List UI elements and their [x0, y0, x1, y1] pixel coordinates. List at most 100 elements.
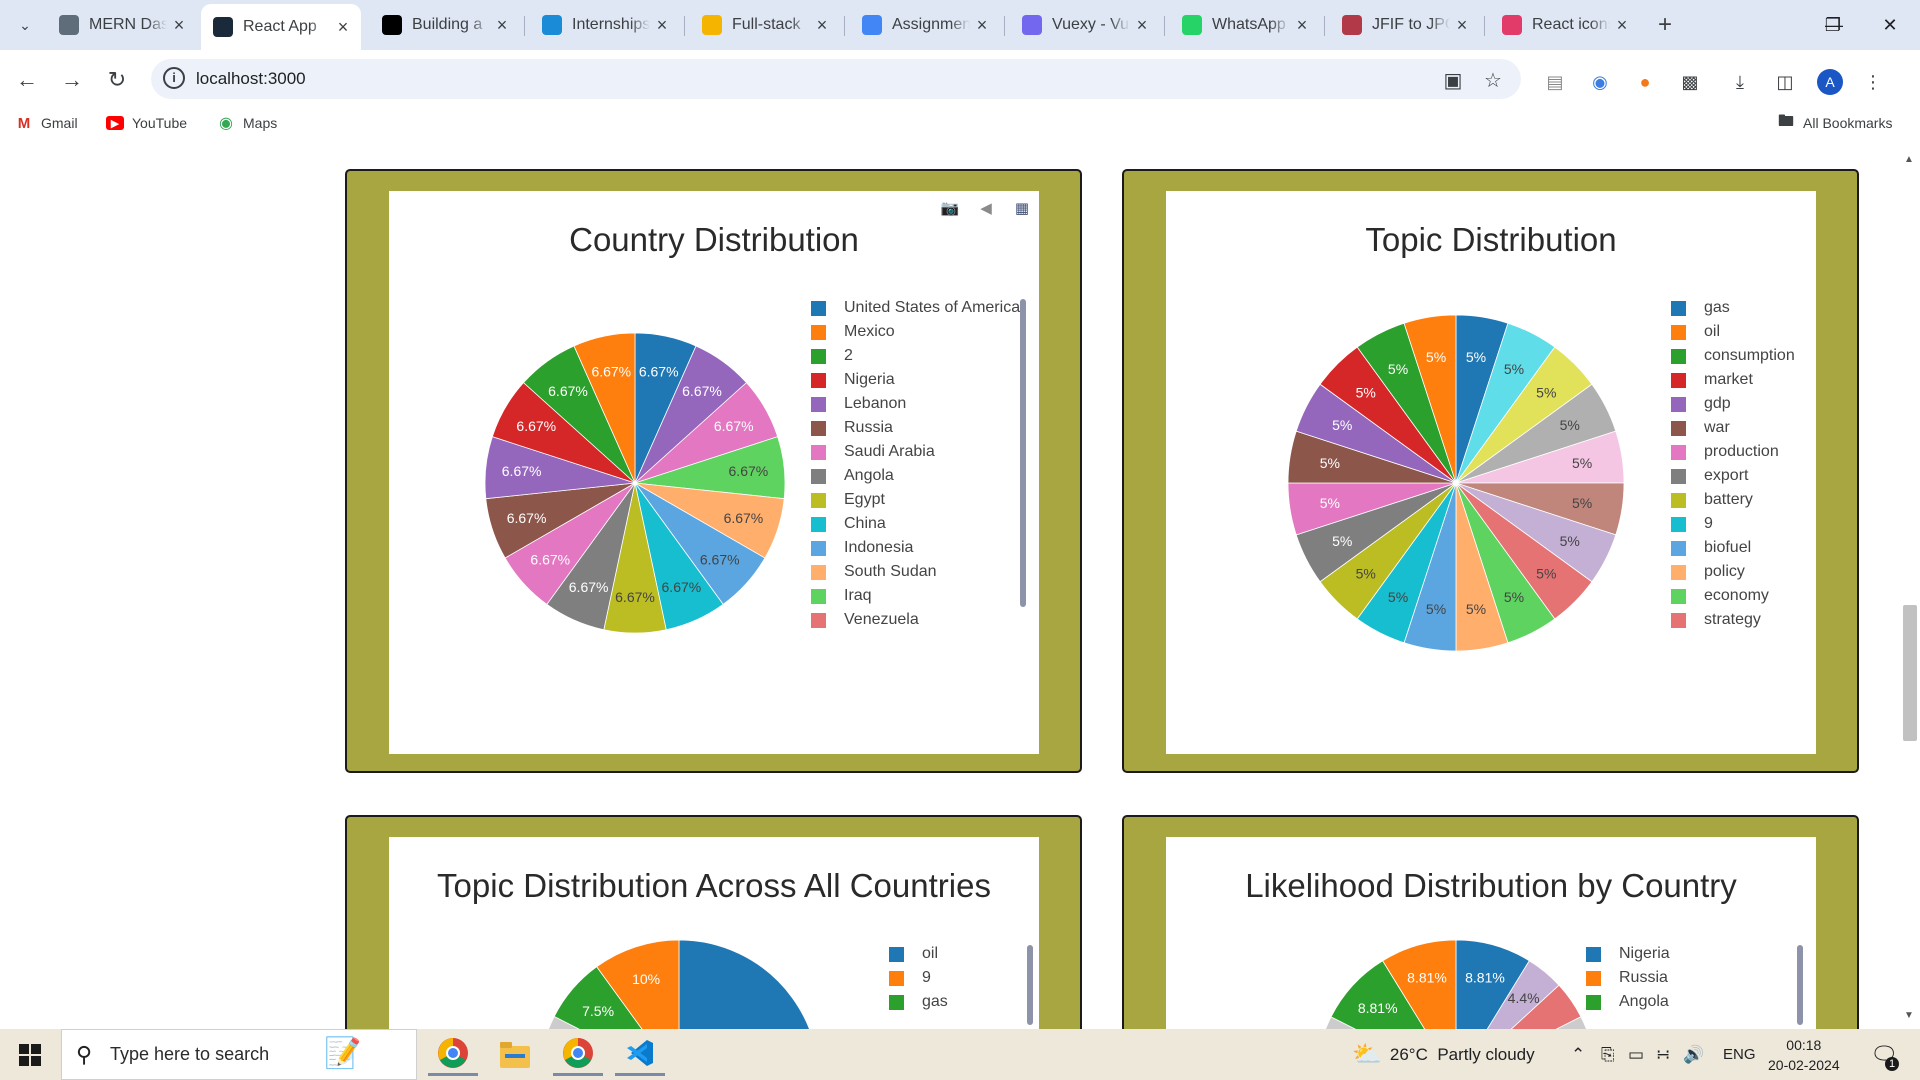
legend-item[interactable]: Indonesia [811, 536, 913, 560]
page-scrollbar[interactable]: ▲ ▼ [1900, 142, 1920, 1029]
legend-item[interactable]: Mexico [811, 320, 895, 344]
new-tab-button[interactable]: + [1650, 10, 1680, 40]
battery-icon[interactable]: ▭ [1628, 1044, 1645, 1064]
tab-whatsapp[interactable]: WhatsApp × [1170, 6, 1320, 44]
legend-item[interactable]: strategy [1671, 608, 1761, 632]
extension-blue-icon[interactable]: ◉ [1592, 71, 1608, 92]
legend-scrollbar[interactable] [1797, 945, 1803, 1025]
tab-close-icon[interactable]: × [1296, 14, 1308, 35]
scrollbar-thumb[interactable] [1903, 605, 1917, 741]
legend-item[interactable]: United States of America [811, 296, 1020, 320]
legend-item[interactable]: China [811, 512, 886, 536]
scroll-down-arrow-icon[interactable]: ▼ [1904, 1010, 1914, 1021]
minimize-button[interactable]: — [1814, 8, 1854, 42]
tab-mern-dashboard[interactable]: MERN Dashboard × [47, 6, 197, 44]
extensions-puzzle-icon[interactable]: ▩ [1681, 71, 1699, 92]
weather-widget[interactable]: ⛅ 26°C Partly cloudy [1352, 1029, 1535, 1080]
legend-scrollbar[interactable] [1020, 299, 1026, 607]
legend-item[interactable]: market [1671, 368, 1753, 392]
taskbar-file-explorer[interactable] [490, 1033, 540, 1076]
bookmark-maps[interactable]: ◉ Maps [217, 115, 277, 132]
taskbar-search-box[interactable]: ⚲ Type here to search 📝 [61, 1029, 417, 1080]
side-panel-icon[interactable]: ◫ [1776, 71, 1794, 92]
legend-item[interactable]: gas [889, 990, 948, 1014]
forward-button[interactable]: → [57, 65, 87, 95]
legend-item[interactable]: oil [889, 942, 938, 966]
tab-react-app[interactable]: React App × [201, 4, 361, 50]
plotly-logo-icon[interactable]: ▦ [1014, 200, 1030, 217]
more-menu-icon[interactable]: ⋮ [1864, 71, 1882, 92]
legend-item[interactable]: Angola [811, 464, 894, 488]
tag-icon[interactable]: ◀ [980, 200, 992, 217]
tab-internships[interactable]: Internships × [530, 6, 680, 44]
back-button[interactable]: ← [12, 65, 42, 95]
legend-item[interactable]: 2 [811, 344, 853, 368]
tab-vuexy-vu[interactable]: Vuexy - Vu × [1010, 6, 1160, 44]
legend-item[interactable]: South Sudan [811, 560, 937, 584]
legend-item[interactable]: Russia [1586, 966, 1668, 990]
install-app-icon[interactable]: ▣ [1443, 69, 1463, 92]
tab-close-icon[interactable]: × [816, 14, 828, 35]
tab-close-icon[interactable]: × [337, 16, 349, 37]
extension-doc-icon[interactable]: ▤ [1546, 71, 1564, 92]
legend-item[interactable]: gas [1671, 296, 1730, 320]
bookmark-gmail[interactable]: M Gmail [15, 115, 78, 132]
taskbar-chrome-profile-b[interactable] [553, 1033, 603, 1076]
bookmark-star-icon[interactable]: ☆ [1484, 69, 1502, 92]
wifi-icon[interactable]: ∺ [1656, 1044, 1671, 1064]
pie-chart-plot[interactable]: Topic Distribution Across All Countries 7… [389, 837, 1039, 1029]
camera-icon[interactable]: 📷 [940, 200, 960, 217]
address-bar[interactable]: i localhost:3000 ▣ ☆ [151, 59, 1521, 99]
legend-item[interactable]: Venezuela [811, 608, 919, 632]
start-button[interactable] [0, 1029, 60, 1080]
close-window-button[interactable]: ✕ [1870, 8, 1910, 42]
legend-scrollbar[interactable] [1027, 945, 1033, 1025]
tab-close-icon[interactable]: × [1616, 14, 1628, 35]
legend-item[interactable]: biofuel [1671, 536, 1751, 560]
site-info-icon[interactable]: i [163, 67, 185, 89]
legend-item[interactable]: oil [1671, 320, 1720, 344]
pie-slice[interactable] [678, 939, 819, 1029]
legend-item[interactable]: production [1671, 440, 1779, 464]
pie-slice[interactable] [1403, 314, 1457, 484]
legend-item[interactable]: war [1671, 416, 1730, 440]
legend-item[interactable]: Nigeria [1586, 942, 1670, 966]
legend-item[interactable]: Lebanon [811, 392, 906, 416]
pie-slice[interactable] [1382, 939, 1457, 1029]
legend-item[interactable]: Saudi Arabia [811, 440, 935, 464]
pie-slice[interactable] [573, 332, 636, 484]
taskbar-chrome-profile-a[interactable] [428, 1033, 478, 1076]
legend-item[interactable]: battery [1671, 488, 1753, 512]
meet-now-icon[interactable]: ⎘ [1601, 1044, 1615, 1064]
tab-building-a[interactable]: Building a × [370, 6, 520, 44]
notification-center-button[interactable]: 🗨 1 [1870, 1029, 1899, 1080]
tab-close-icon[interactable]: × [496, 14, 508, 35]
tab-close-icon[interactable]: × [1136, 14, 1148, 35]
tab-close-icon[interactable]: × [1456, 14, 1468, 35]
pie-slice[interactable] [596, 939, 680, 1029]
scroll-up-arrow-icon[interactable]: ▲ [1904, 154, 1914, 165]
tab-full-stack[interactable]: Full-stack × [690, 6, 840, 44]
restore-button[interactable]: ❐ [1813, 8, 1853, 42]
legend-item[interactable]: Russia [811, 416, 893, 440]
profile-avatar[interactable]: A [1817, 69, 1843, 95]
clock[interactable]: 00:18 20-02-2024 [1768, 1029, 1840, 1080]
tab-close-icon[interactable]: × [173, 14, 185, 35]
legend-item[interactable]: consumption [1671, 344, 1795, 368]
tab-react-icons[interactable]: React icons × [1490, 6, 1640, 44]
legend-item[interactable]: Nigeria [811, 368, 895, 392]
volume-icon[interactable]: 🔊 [1683, 1044, 1705, 1064]
legend-item[interactable]: 9 [889, 966, 931, 990]
tab-close-icon[interactable]: × [976, 14, 988, 35]
legend-item[interactable]: gdp [1671, 392, 1731, 416]
all-bookmarks-button[interactable]: 🖿 All Bookmarks [1777, 113, 1892, 132]
pie-chart-plot[interactable]: Topic Distribution 5% 5% 5% 5% 5% 5% 5% 5% 5% 5% 5%… [1166, 191, 1816, 754]
legend-item[interactable]: export [1671, 464, 1748, 488]
bookmark-youtube[interactable]: ▶ YouTube [106, 115, 187, 131]
pie-slice[interactable] [539, 1015, 812, 1029]
pie-chart-plot[interactable]: Likelihood Distribution by Country 8.81% 4… [1166, 837, 1816, 1029]
legend-item[interactable]: 9 [1671, 512, 1713, 536]
pie-slice[interactable] [1316, 1016, 1596, 1029]
tab-search-button[interactable]: ⌄ [10, 10, 40, 40]
download-icon[interactable]: ⤓ [1736, 71, 1744, 92]
